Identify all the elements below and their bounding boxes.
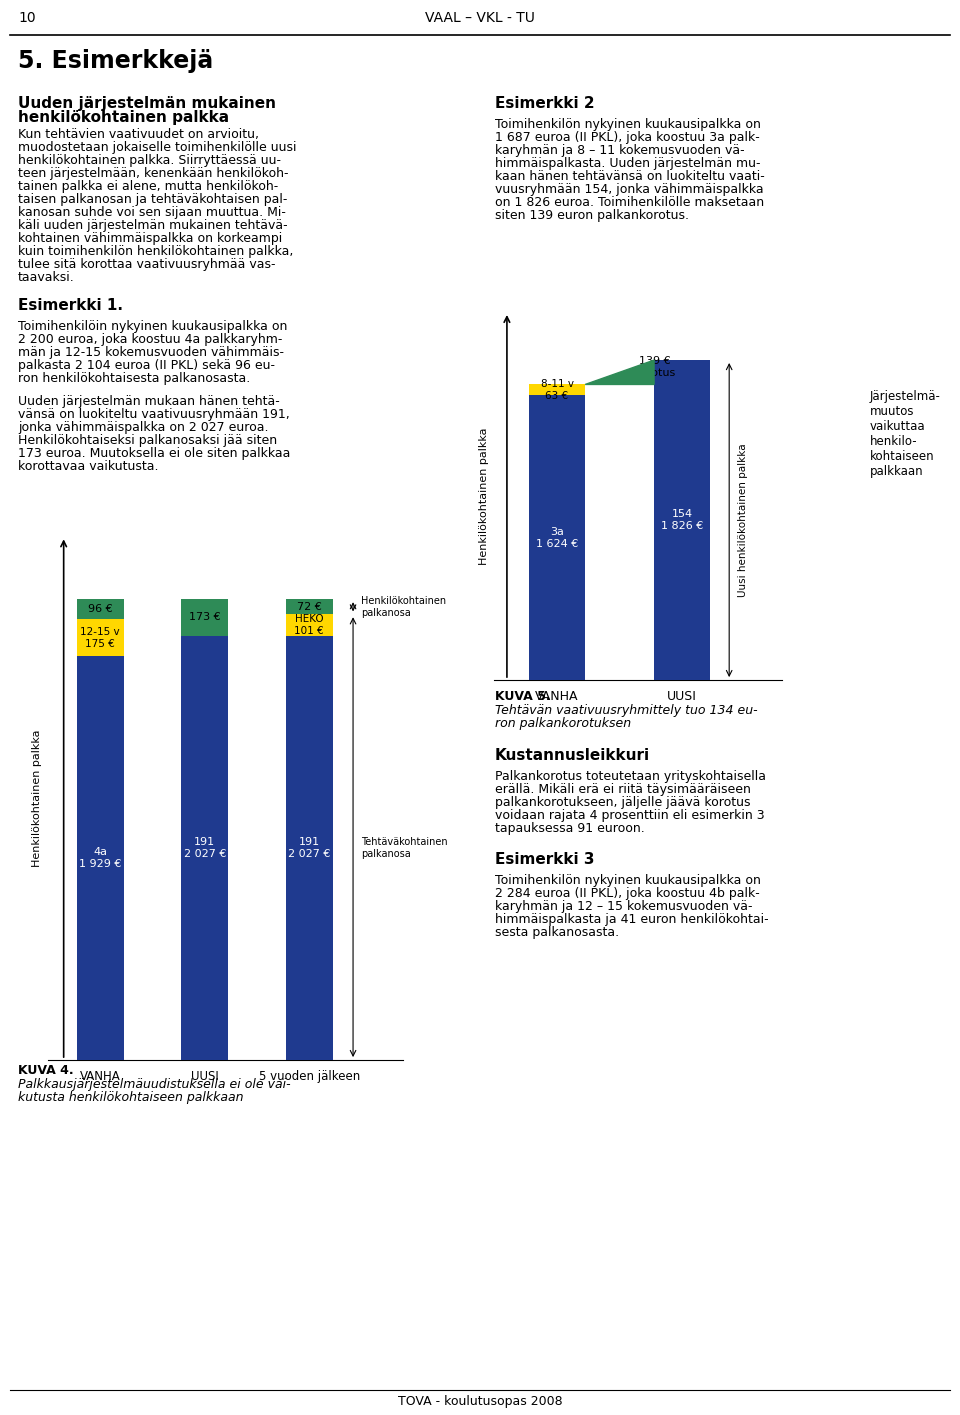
Bar (181, 635, 228, 1060)
Text: himmäispalkasta. Uuden järjestelmän mu-: himmäispalkasta. Uuden järjestelmän mu- (495, 157, 760, 170)
Text: kuin toimihenkilön henkilökohtainen palkka,: kuin toimihenkilön henkilökohtainen palk… (18, 245, 294, 258)
Text: ron palkankorotuksen: ron palkankorotuksen (495, 717, 631, 730)
Text: teen järjestelmään, kenenkään henkilökoh-: teen järjestelmään, kenenkään henkilökoh… (18, 167, 289, 180)
Text: himmäispalkasta ja 41 euron henkilökohtai-: himmäispalkasta ja 41 euron henkilökohta… (495, 913, 769, 925)
Text: vuusryhmään 154, jonka vähimmäispalkka: vuusryhmään 154, jonka vähimmäispalkka (495, 183, 763, 197)
Bar (77, 600, 124, 620)
Text: vänsä on luokiteltu vaativuusryhmään 191,: vänsä on luokiteltu vaativuusryhmään 191… (18, 408, 290, 422)
Text: ron henkilökohtaisesta palkanosasta.: ron henkilökohtaisesta palkanosasta. (18, 372, 251, 385)
Text: 2 284 euroa (II PKL), joka koostuu 4b palk-: 2 284 euroa (II PKL), joka koostuu 4b pa… (495, 887, 759, 900)
Y-axis label: Henkilökohtainen palkka: Henkilökohtainen palkka (479, 427, 489, 565)
Text: VAAL – VKL - TU: VAAL – VKL - TU (425, 11, 535, 25)
Text: tapauksessa 91 euroon.: tapauksessa 91 euroon. (495, 822, 645, 835)
Text: 2 200 euroa, joka koostuu 4a palkkaryhm-: 2 200 euroa, joka koostuu 4a palkkaryhm- (18, 333, 282, 347)
Bar (77, 657, 124, 1060)
Polygon shape (586, 359, 654, 385)
Text: käli uuden järjestelmän mukainen tehtävä-: käli uuden järjestelmän mukainen tehtävä… (18, 219, 288, 232)
Text: Henkilökohtainen
palkanosa: Henkilökohtainen palkanosa (361, 596, 446, 617)
Text: on 1 826 euroa. Toimihenkilölle maksetaan: on 1 826 euroa. Toimihenkilölle maksetaa… (495, 197, 764, 209)
Text: 173 euroa. Muutoksella ei ole siten palkkaa: 173 euroa. Muutoksella ei ole siten palk… (18, 447, 290, 460)
Text: sesta palkanosasta.: sesta palkanosasta. (495, 925, 619, 940)
Text: 139 €
korotus: 139 € korotus (634, 357, 675, 378)
Text: Palkkausjärjestelmäuudistuksella ei ole vai-: Palkkausjärjestelmäuudistuksella ei ole … (18, 1078, 291, 1091)
Text: kohtainen vähimmäispalkka on korkeampi: kohtainen vähimmäispalkka on korkeampi (18, 232, 282, 245)
Text: Tehtäväkohtainen
palkanosa: Tehtäväkohtainen palkanosa (361, 836, 448, 859)
Text: Uusi henkilökohtainen palkka: Uusi henkilökohtainen palkka (738, 443, 748, 597)
Text: 191
2 027 €: 191 2 027 € (288, 836, 330, 859)
Text: Toimihenkilöin nykyinen kuukausipalkka on: Toimihenkilöin nykyinen kuukausipalkka o… (18, 320, 287, 333)
Text: palkankorotukseen, jäljelle jäävä korotus: palkankorotukseen, jäljelle jäävä korotu… (495, 797, 751, 809)
Text: KUVA 4.: KUVA 4. (18, 1064, 74, 1077)
Bar (77, 620, 124, 657)
Text: HEKO
101 €: HEKO 101 € (295, 614, 324, 635)
Text: karyhmän ja 12 – 15 kokemusvuoden vä-: karyhmän ja 12 – 15 kokemusvuoden vä- (495, 900, 753, 913)
Text: KUVA 5.: KUVA 5. (495, 691, 551, 703)
Text: muodostetaan jokaiselle toimihenkilölle uusi: muodostetaan jokaiselle toimihenkilölle … (18, 142, 297, 154)
Text: Kustannusleikkuri: Kustannusleikkuri (495, 749, 650, 763)
Bar (286, 600, 333, 614)
Text: 8-11 v
63 €: 8-11 v 63 € (540, 379, 573, 400)
Text: 12-15 v
175 €: 12-15 v 175 € (81, 627, 120, 648)
Text: tainen palkka ei alene, mutta henkilökoh-: tainen palkka ei alene, mutta henkilökoh… (18, 180, 278, 192)
Text: korottavaa vaikutusta.: korottavaa vaikutusta. (18, 460, 158, 473)
Text: henkilökohtainen palkka: henkilökohtainen palkka (18, 110, 229, 125)
Bar (286, 635, 333, 1060)
Text: Toimihenkilön nykyinen kuukausipalkka on: Toimihenkilön nykyinen kuukausipalkka on (495, 874, 761, 887)
Text: Uuden järjestelmän mukainen: Uuden järjestelmän mukainen (18, 96, 276, 110)
Text: Toimihenkilön nykyinen kuukausipalkka on: Toimihenkilön nykyinen kuukausipalkka on (495, 117, 761, 132)
Bar (286, 614, 333, 635)
Text: Tehtävän vaativuusryhmittely tuo 134 eu-: Tehtävän vaativuusryhmittely tuo 134 eu- (495, 705, 757, 717)
Text: män ja 12-15 kokemusvuoden vähimmäis-: män ja 12-15 kokemusvuoden vähimmäis- (18, 347, 284, 359)
Text: 72 €: 72 € (297, 601, 322, 611)
Text: palkasta 2 104 euroa (II PKL) sekä 96 eu-: palkasta 2 104 euroa (II PKL) sekä 96 eu… (18, 359, 275, 372)
Text: 1 687 euroa (II PKL), joka koostuu 3a palk-: 1 687 euroa (II PKL), joka koostuu 3a pa… (495, 132, 759, 144)
Text: 191
2 027 €: 191 2 027 € (183, 836, 226, 859)
Y-axis label: Henkilökohtainen palkka: Henkilökohtainen palkka (33, 730, 42, 867)
Text: tulee sitä korottaa vaativuusryhmää vas-: tulee sitä korottaa vaativuusryhmää vas- (18, 258, 276, 272)
Text: 4a
1 929 €: 4a 1 929 € (79, 848, 121, 869)
Text: jonka vähimmäispalkka on 2 027 euroa.: jonka vähimmäispalkka on 2 027 euroa. (18, 422, 269, 434)
Text: 96 €: 96 € (88, 604, 112, 614)
Text: erällä. Mikäli erä ei riitä täysimääräiseen: erällä. Mikäli erä ei riitä täysimääräis… (495, 782, 751, 797)
Text: Esimerkki 3: Esimerkki 3 (495, 852, 594, 867)
Text: Järjestelmä-
muutos
vaikuttaa
henkilo-
kohtaiseen
palkkaan: Järjestelmä- muutos vaikuttaa henkilo- k… (870, 391, 941, 478)
Text: voidaan rajata 4 prosenttiin eli esimerkin 3: voidaan rajata 4 prosenttiin eli esimerk… (495, 809, 764, 822)
Text: 154
1 826 €: 154 1 826 € (661, 509, 704, 531)
Text: Esimerkki 1.: Esimerkki 1. (18, 299, 123, 313)
Bar (529, 395, 586, 681)
Text: Henkilökohtaiseksi palkanosaksi jää siten: Henkilökohtaiseksi palkanosaksi jää site… (18, 434, 277, 447)
Bar (181, 600, 228, 635)
Text: 5. Esimerkkejä: 5. Esimerkkejä (18, 50, 213, 74)
Text: Esimerkki 2: Esimerkki 2 (495, 96, 594, 110)
Text: karyhmän ja 8 – 11 kokemusvuoden vä-: karyhmän ja 8 – 11 kokemusvuoden vä- (495, 144, 745, 157)
Text: Uuden järjestelmän mukaan hänen tehtä-: Uuden järjestelmän mukaan hänen tehtä- (18, 395, 279, 408)
Text: kaan hänen tehtävänsä on luokiteltu vaati-: kaan hänen tehtävänsä on luokiteltu vaat… (495, 170, 765, 183)
Text: 10: 10 (18, 11, 36, 25)
Bar (529, 385, 586, 395)
Text: Palkankorotus toteutetaan yrityskohtaisella: Palkankorotus toteutetaan yrityskohtaise… (495, 770, 766, 782)
Text: siten 139 euron palkankorotus.: siten 139 euron palkankorotus. (495, 209, 689, 222)
Text: TOVA - koulutusopas 2008: TOVA - koulutusopas 2008 (397, 1395, 563, 1408)
Text: taavaksi.: taavaksi. (18, 272, 75, 284)
Text: 173 €: 173 € (189, 613, 221, 623)
Text: 3a
1 624 €: 3a 1 624 € (536, 526, 578, 549)
Text: kanosan suhde voi sen sijaan muuttua. Mi-: kanosan suhde voi sen sijaan muuttua. Mi… (18, 207, 286, 219)
Text: henkilökohtainen palkka. Siirryttäessä uu-: henkilökohtainen palkka. Siirryttäessä u… (18, 154, 281, 167)
Text: taisen palkanosan ja tehtäväkohtaisen pal-: taisen palkanosan ja tehtäväkohtaisen pa… (18, 192, 287, 207)
Text: kutusta henkilökohtaiseen palkkaan: kutusta henkilökohtaiseen palkkaan (18, 1091, 244, 1104)
Text: Kun tehtävien vaativuudet on arvioitu,: Kun tehtävien vaativuudet on arvioitu, (18, 127, 259, 142)
Bar (654, 359, 710, 681)
